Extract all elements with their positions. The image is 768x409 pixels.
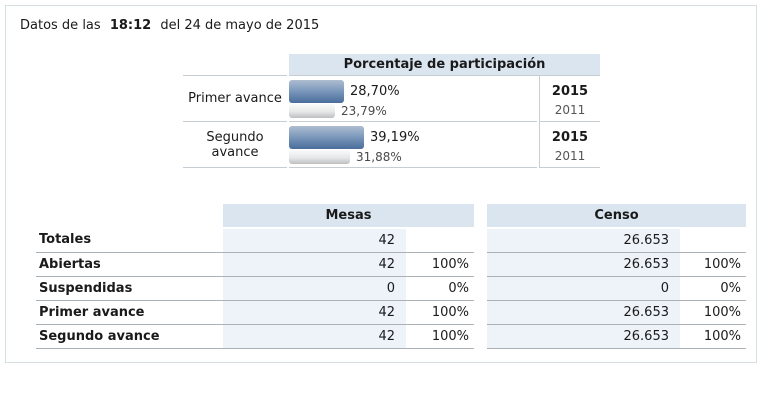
participation-bars-cell: 39,19% 31,88% [289, 122, 537, 168]
participation-years-cell: 2015 2011 [539, 76, 600, 122]
bar-line-2011: 31,88% [289, 149, 537, 164]
censo-value: 26.653 [487, 228, 680, 253]
mesas-value: 42 [223, 228, 406, 253]
mesas-value: 0 [223, 276, 406, 301]
participation-row-label: Primer avance [183, 76, 287, 122]
column-header-censo: Censo [487, 204, 746, 229]
mesas-value: 42 [223, 300, 406, 325]
censo-value: 26.653 [487, 324, 680, 349]
mesas-percent: 100% [406, 324, 474, 349]
table-row-totales: Totales 42 26.653 [36, 228, 746, 253]
column-gap [474, 228, 487, 252]
title-date: del 24 de mayo de 2015 [160, 18, 320, 33]
title-time: 18:12 [109, 18, 152, 33]
row-label: Primer avance [36, 300, 223, 325]
column-gap [474, 252, 487, 276]
censo-value: 0 [487, 276, 680, 301]
mesas-value: 42 [223, 324, 406, 349]
mesas-percent [406, 228, 474, 253]
mesas-value: 42 [223, 252, 406, 277]
year-label-2015: 2015 [551, 84, 589, 99]
censo-percent: 0% [680, 276, 746, 301]
bar-value-2015: 39,19% [370, 130, 420, 145]
summary-table: Mesas Censo Totales 42 26.653 Abiertas 4… [36, 204, 746, 349]
row-label: Suspendidas [36, 276, 223, 301]
participation-years-cell: 2015 2011 [539, 122, 600, 168]
censo-percent: 100% [680, 252, 746, 277]
year-label-2011: 2011 [554, 103, 586, 117]
bar-2015 [289, 126, 364, 149]
bar-2011 [289, 150, 350, 164]
bar-value-2011: 31,88% [356, 149, 402, 164]
mesas-percent: 0% [406, 276, 474, 301]
year-label-2015: 2015 [551, 130, 589, 145]
bar-value-2011: 23,79% [341, 103, 387, 118]
participation-table: Porcentaje de participación Primer avanc… [181, 54, 602, 168]
row-label: Abiertas [36, 252, 223, 277]
content-panel: Datos de las 18:12 del 24 de mayo de 201… [5, 5, 757, 363]
column-gap [474, 276, 487, 300]
bar-value-2015: 28,70% [350, 84, 400, 99]
title-prefix: Datos de las [20, 18, 101, 33]
participation-header-row: Porcentaje de participación [183, 54, 600, 76]
participation-row-primer-avance: Primer avance 28,70% 23,79% 2015 2011 [183, 76, 600, 122]
year-label-2011: 2011 [554, 149, 586, 163]
summary-header-spacer [36, 204, 223, 228]
bar-2011 [289, 104, 335, 118]
participation-row-segundo-avance: Segundo avance 39,19% 31,88% 2015 2011 [183, 122, 600, 168]
column-header-mesas: Mesas [223, 204, 474, 229]
participation-header-spacer [183, 54, 287, 76]
participation-header: Porcentaje de participación [289, 54, 600, 76]
column-gap [474, 324, 487, 348]
summary-header-row: Mesas Censo [36, 204, 746, 229]
mesas-percent: 100% [406, 300, 474, 325]
column-gap [474, 204, 487, 228]
table-row-segundo-avance: Segundo avance 42 100% 26.653 100% [36, 324, 746, 349]
table-row-suspendidas: Suspendidas 0 0% 0 0% [36, 276, 746, 301]
participation-bars-cell: 28,70% 23,79% [289, 76, 537, 122]
censo-value: 26.653 [487, 252, 680, 277]
participation-row-label: Segundo avance [183, 122, 287, 168]
censo-percent [680, 228, 746, 253]
row-label: Totales [36, 228, 223, 253]
page-title: Datos de las 18:12 del 24 de mayo de 201… [20, 18, 319, 33]
table-row-primer-avance: Primer avance 42 100% 26.653 100% [36, 300, 746, 325]
bar-2015 [289, 80, 344, 103]
bar-line-2015: 39,19% [289, 126, 537, 149]
table-row-abiertas: Abiertas 42 100% 26.653 100% [36, 252, 746, 277]
mesas-percent: 100% [406, 252, 474, 277]
censo-value: 26.653 [487, 300, 680, 325]
row-label: Segundo avance [36, 324, 223, 349]
censo-percent: 100% [680, 324, 746, 349]
bar-line-2015: 28,70% [289, 80, 537, 103]
column-gap [474, 300, 487, 324]
bar-line-2011: 23,79% [289, 103, 537, 118]
censo-percent: 100% [680, 300, 746, 325]
